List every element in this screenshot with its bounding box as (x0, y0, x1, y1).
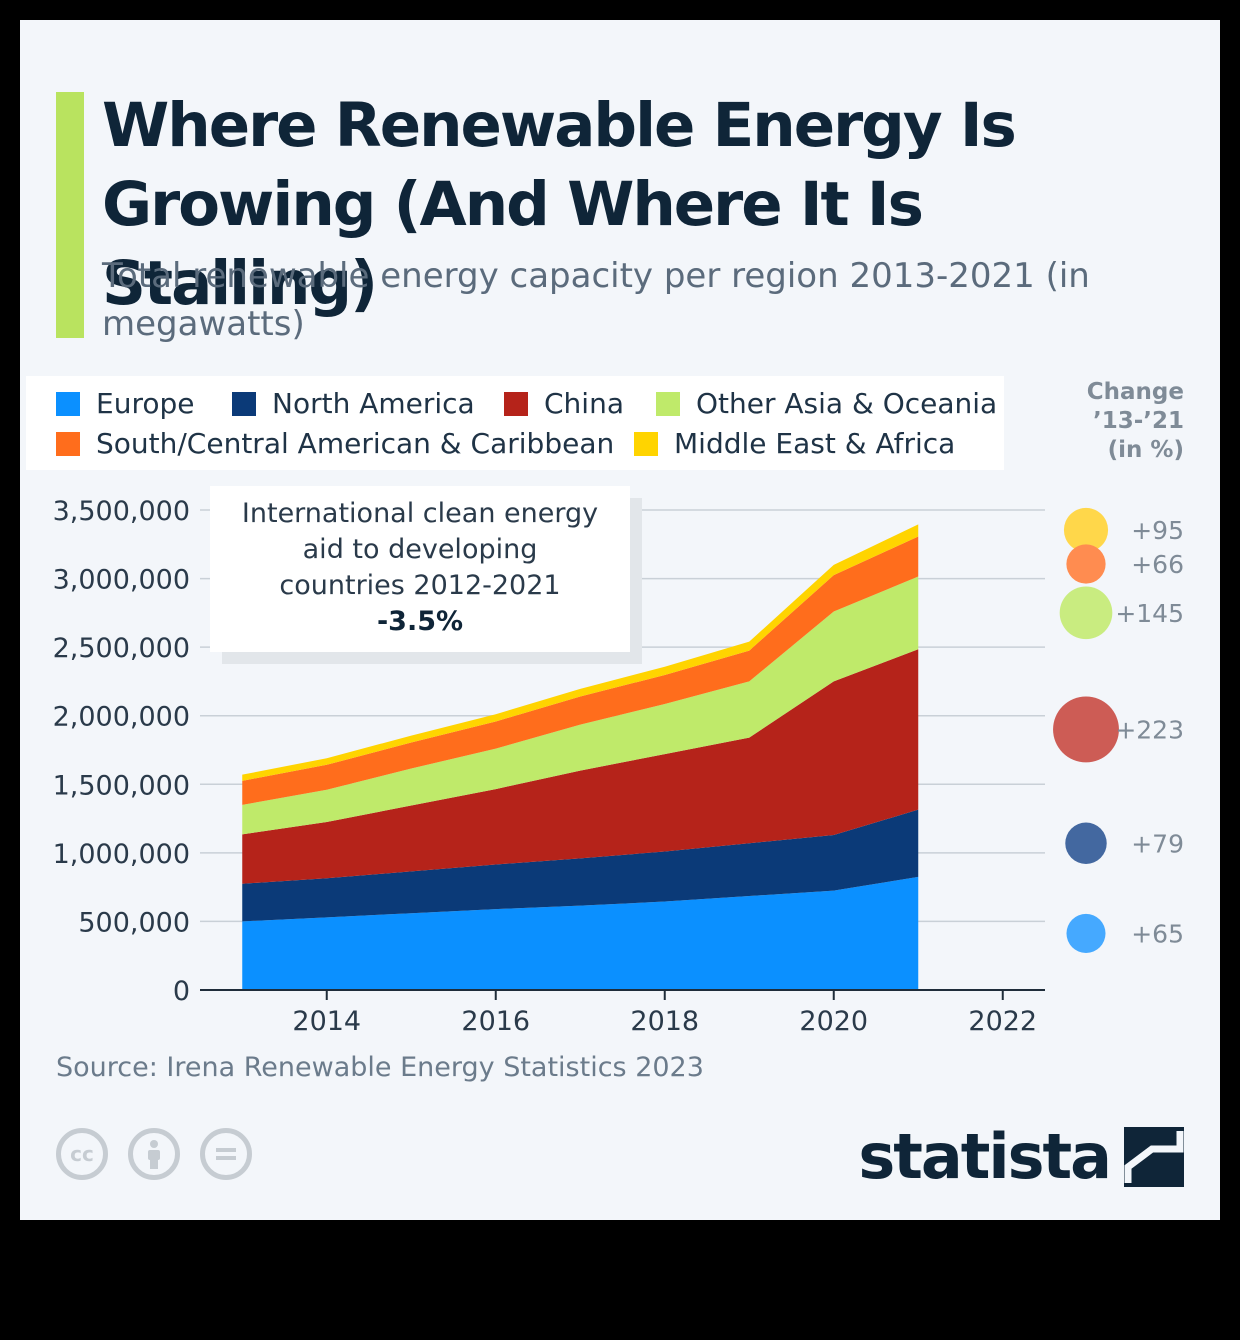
area-south-central-american-caribbean (242, 536, 919, 805)
y-tick-label: 2,000,000 (53, 702, 190, 733)
x-tick-label: 2014 (292, 1006, 361, 1037)
change-value-label: +145 (1115, 599, 1184, 628)
change-bubbles: +95 +66 +145 +223 +79 +65 (1053, 507, 1184, 953)
legend-item-middle-east-africa: Middle East & Africa (634, 427, 955, 460)
title-accent-bar (56, 92, 84, 338)
legend-item-other-asia-oceania: Other Asia & Oceania (656, 387, 997, 420)
y-tick-label: 500,000 (78, 907, 190, 938)
change-value-label: +223 (1115, 715, 1184, 744)
area-europe (242, 876, 919, 990)
statista-logo[interactable]: statista (858, 1120, 1184, 1193)
y-tick-label: 1,000,000 (53, 839, 190, 870)
x-tick-label: 2022 (968, 1006, 1037, 1037)
x-tick-label: 2020 (799, 1006, 868, 1037)
legend-swatch (232, 391, 256, 416)
aid-text-line: countries 2012-2021 (279, 570, 561, 601)
change-header-line: ’13-’21 (1092, 408, 1184, 434)
legend-label: North America (272, 387, 475, 420)
legend-label: China (544, 387, 624, 420)
statista-logo-icon (1124, 1126, 1184, 1187)
x-tick-label: 2016 (461, 1006, 530, 1037)
cc-license-text: cc (70, 1142, 94, 1166)
change-bubble (1066, 913, 1106, 953)
chart-title: Where Renewable Energy Is Growing (And W… (102, 90, 1017, 319)
legend-swatch (56, 431, 80, 456)
legend-item-europe: Europe (56, 387, 194, 420)
equals-icon (216, 1148, 236, 1160)
y-tick-label: 1,500,000 (53, 770, 190, 801)
infographic-card: Where Renewable Energy Is Growing (And W… (20, 20, 1220, 1220)
person-icon (148, 1140, 160, 1169)
legend-swatch (656, 391, 680, 416)
change-value-label: +66 (1131, 550, 1184, 579)
change-value-label: +79 (1131, 829, 1184, 858)
axes: 0 500,000 1,000,000 1,500,000 2,000,000 2,500… (53, 496, 1045, 1037)
aid-text-line: International clean energy (241, 498, 599, 529)
change-bubble (1059, 586, 1113, 640)
change-bubble (1063, 507, 1109, 553)
legend-label: Europe (96, 387, 195, 420)
area-north-america (242, 809, 919, 922)
chart-subtitle: Total renewable energy capacity per regi… (102, 256, 1090, 344)
change-bubble (1053, 696, 1119, 763)
change-value-label: +65 (1131, 919, 1184, 948)
y-tick-label: 0 (173, 976, 190, 1007)
y-tick-label: 3,500,000 (53, 496, 190, 527)
legend-item-south-central-america: South/Central American & Caribbean (56, 427, 614, 460)
aid-annotation-box: International clean energy aid to develo… (210, 486, 630, 652)
aid-text-line: aid to developing (302, 534, 538, 565)
change-bubble (1066, 544, 1106, 584)
no-derivatives-icon[interactable] (200, 1128, 252, 1180)
legend-label: Other Asia & Oceania (696, 387, 998, 420)
legend-swatch (634, 431, 658, 456)
y-tick-label: 3,000,000 (53, 565, 190, 596)
stacked-area-chart: 0 500,000 1,000,000 1,500,000 2,000,000 2,500… (53, 496, 1184, 1037)
cc-license-icon[interactable]: cc (56, 1128, 108, 1180)
area-china (242, 649, 919, 884)
change-header-line: Change (1086, 379, 1184, 405)
change-value-label: +95 (1131, 516, 1184, 545)
change-column-header: Change ’13-’21 (in %) (1087, 378, 1184, 465)
aid-value: -3.5% (376, 606, 464, 637)
legend-swatch (504, 391, 528, 416)
legend: Europe North America China Other Asia & … (26, 376, 1004, 470)
legend-swatch (56, 391, 80, 416)
y-tick-label: 2,500,000 (53, 633, 190, 664)
legend-item-north-america: North America (232, 387, 475, 420)
change-bubble (1065, 822, 1107, 864)
legend-label: South/Central American & Caribbean (96, 427, 615, 460)
x-tick-label: 2018 (630, 1006, 699, 1037)
change-header-line: (in %) (1107, 437, 1184, 463)
legend-label: Middle East & Africa (674, 427, 956, 460)
source-note: Source: Irena Renewable Energy Statistic… (56, 1052, 704, 1083)
area-series-group (242, 524, 919, 990)
area-other-asia-oceania (242, 576, 919, 835)
legend-item-china: China (504, 387, 624, 420)
brand-name: statista (858, 1120, 1112, 1193)
attribution-icon[interactable] (128, 1128, 180, 1180)
